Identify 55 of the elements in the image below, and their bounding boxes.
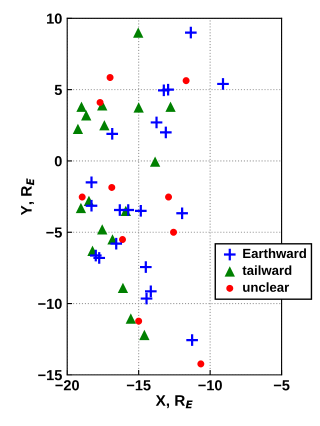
point [84, 175, 98, 190]
point [84, 198, 98, 213]
point [175, 206, 190, 220]
point [134, 102, 144, 113]
point [72, 124, 84, 134]
y-tick-label: −10 [38, 298, 62, 309]
point [99, 120, 110, 130]
point [133, 27, 144, 38]
legend-label: tailward [242, 265, 292, 276]
point [165, 102, 176, 112]
point [158, 126, 173, 140]
point [161, 82, 176, 97]
point [126, 313, 136, 324]
point [156, 83, 171, 98]
point [118, 282, 128, 294]
point [182, 77, 190, 84]
point [185, 333, 200, 347]
point [76, 202, 86, 214]
point [150, 156, 160, 167]
x-tick-label: −10 [198, 380, 222, 390]
y-axis-title: Y, R$_{E}$ [21, 178, 34, 216]
point [106, 74, 114, 81]
point [105, 126, 120, 141]
point [119, 236, 126, 243]
point [150, 116, 164, 130]
y-tick-label: −15 [38, 370, 62, 380]
x-tick-label: −5 [274, 380, 290, 390]
point [138, 260, 153, 274]
point [139, 330, 150, 340]
point [81, 110, 92, 120]
x-axis-title: X, R$_{E}$ [156, 395, 193, 408]
point [76, 102, 87, 112]
point [92, 251, 106, 265]
x-tick-label: −15 [126, 380, 151, 390]
point [135, 318, 142, 325]
point [134, 204, 148, 218]
legend-label: Earthward [243, 248, 306, 258]
x-tick-label: −20 [55, 380, 79, 390]
point [165, 194, 172, 200]
point [170, 228, 178, 236]
point [121, 203, 136, 217]
point [88, 248, 103, 262]
point [184, 26, 198, 40]
point [216, 77, 230, 91]
point [78, 194, 86, 200]
y-tick-label: −5 [46, 228, 62, 238]
point [96, 98, 104, 106]
point [109, 236, 124, 251]
y-tick-label: 0 [54, 156, 62, 166]
y-tick-label: 10 [47, 13, 62, 24]
point [108, 184, 116, 191]
point [197, 360, 204, 368]
y-tick-label: 5 [54, 84, 62, 96]
point [97, 224, 108, 235]
legend-label: unclear [243, 282, 290, 292]
